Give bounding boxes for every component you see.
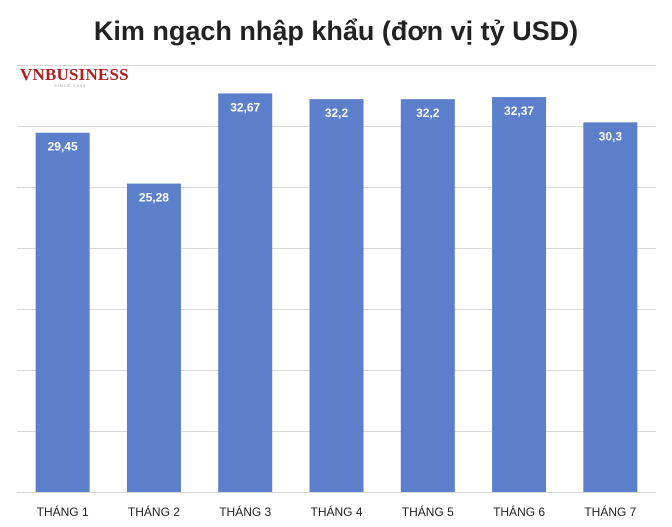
bar-5: [400, 99, 455, 492]
bar-3: [218, 93, 273, 493]
data-label-4: 32,2: [325, 106, 349, 120]
bars: [35, 93, 638, 493]
chart-title: Kim ngạch nhập khẩu (đơn vị tỷ USD): [94, 16, 578, 46]
data-label-1: 29,45: [48, 140, 78, 154]
value-labels: 29,45 25,28 32,67 32,2 32,2 32,37 30,3: [48, 100, 623, 204]
x-tick-label-1: THÁNG 1: [37, 504, 89, 519]
watermark-text: VNBUSINESS: [20, 65, 129, 84]
x-tick-label-3: THÁNG 3: [219, 504, 271, 519]
x-tick-label-7: THÁNG 7: [584, 504, 636, 519]
x-tick-label-5: THÁNG 5: [402, 504, 454, 519]
bar-2: [126, 183, 181, 493]
bar-7: [583, 122, 638, 492]
data-label-3: 32,67: [230, 100, 260, 114]
x-tick-label-2: THÁNG 2: [128, 504, 180, 519]
x-tick-label-4: THÁNG 4: [310, 504, 362, 519]
bar-6: [492, 97, 547, 492]
data-label-5: 32,2: [416, 106, 440, 120]
data-label-7: 30,3: [599, 129, 623, 143]
watermark-logo: VNBUSINESS SINCE 1993: [20, 65, 129, 88]
watermark-subtext: SINCE 1993: [54, 83, 86, 88]
bar-4: [309, 99, 364, 492]
data-label-6: 32,37: [504, 104, 534, 118]
data-label-2: 25,28: [139, 191, 169, 205]
bar-1: [35, 132, 90, 492]
x-tick-label-6: THÁNG 6: [493, 504, 545, 519]
x-axis-ticks: THÁNG 1 THÁNG 2 THÁNG 3 THÁNG 4 THÁNG 5 THÁNG…: [37, 504, 637, 519]
